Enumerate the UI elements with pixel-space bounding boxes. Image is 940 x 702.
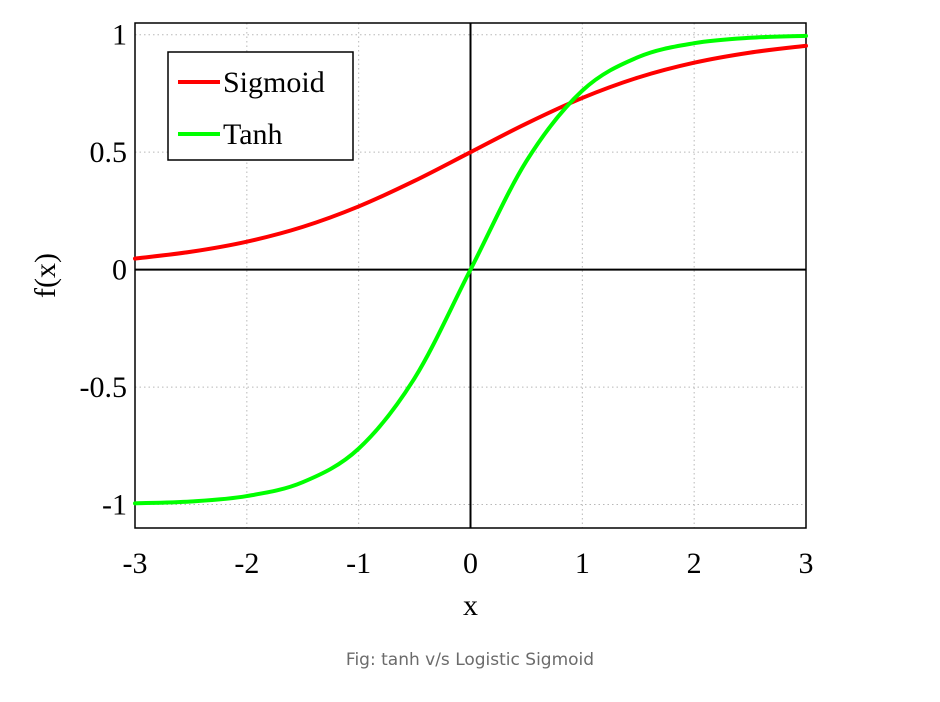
series-line-tanh bbox=[133, 33, 808, 506]
y-tick-label: 0 bbox=[112, 254, 127, 287]
x-tick-label: 1 bbox=[575, 547, 590, 580]
x-tick-label: -3 bbox=[123, 547, 148, 580]
tick-labels: -3 -2 -1 0 1 2 3 -1 -0.5 0 0.5 1 bbox=[80, 19, 814, 580]
series bbox=[133, 33, 808, 506]
legend-box bbox=[167, 51, 354, 161]
x-axis-label: x bbox=[463, 589, 478, 622]
legend-label: Tanh bbox=[223, 118, 283, 151]
x-tick-label: 0 bbox=[463, 547, 478, 580]
y-tick-label: 1 bbox=[112, 19, 127, 52]
y-tick-label: -1 bbox=[102, 489, 127, 522]
legend-label: Sigmoid bbox=[223, 66, 325, 99]
x-tick-label: 2 bbox=[687, 547, 702, 580]
y-tick-label: -0.5 bbox=[80, 371, 128, 404]
series-line-sigmoid bbox=[133, 43, 808, 261]
y-tick-label: 0.5 bbox=[90, 136, 128, 169]
x-tick-label: -1 bbox=[346, 547, 371, 580]
x-tick-label: 3 bbox=[799, 547, 814, 580]
plot-frame bbox=[134, 22, 807, 529]
y-axis-label: f(x) bbox=[29, 253, 62, 298]
x-tick-label: -2 bbox=[234, 547, 259, 580]
legend: Sigmoid Tanh bbox=[167, 51, 354, 161]
figure-caption: Fig: tanh v/s Logistic Sigmoid bbox=[345, 650, 595, 670]
chart: -3 -2 -1 0 1 2 3 -1 -0.5 0 0.5 1 Sigmoid Tanh x f(x) bbox=[29, 19, 814, 622]
